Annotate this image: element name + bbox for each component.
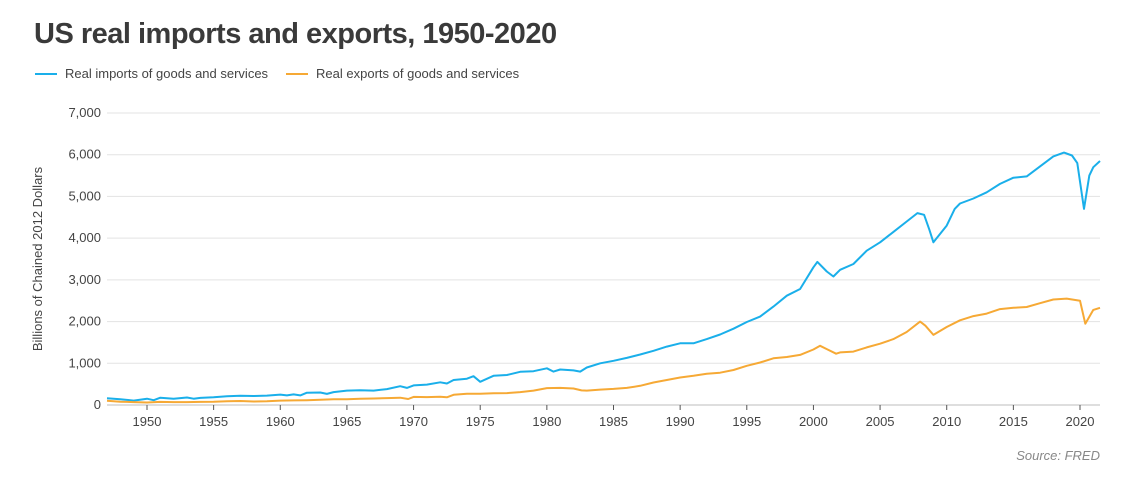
y-tick-label: 6,000 (68, 147, 101, 162)
x-tick-label: 1975 (466, 414, 495, 429)
x-tick-label: 1970 (399, 414, 428, 429)
x-tick-label: 1950 (133, 414, 162, 429)
x-tick-label: 2000 (799, 414, 828, 429)
y-tick-label: 5,000 (68, 188, 101, 203)
x-tick-label: 1985 (599, 414, 628, 429)
legend-label-exports: Real exports of goods and services (316, 66, 520, 81)
legend-item-imports: Real imports of goods and services (35, 66, 268, 81)
series-line-exports (106, 297, 1101, 404)
series-line-imports (106, 151, 1101, 402)
x-tick-label: 2015 (999, 414, 1028, 429)
legend-swatch-imports (35, 72, 57, 75)
x-tick-label: 2005 (866, 414, 895, 429)
x-tick-label: 2020 (1066, 414, 1095, 429)
y-tick-label: 3,000 (68, 272, 101, 287)
legend-item-exports: Real exports of goods and services (286, 66, 519, 81)
chart-title: US real imports and exports, 1950-2020 (34, 18, 557, 50)
y-tick-label: 4,000 (68, 230, 101, 245)
legend-label-imports: Real imports of goods and services (65, 66, 269, 81)
y-tick-label: 2,000 (68, 314, 101, 329)
legend-swatch-exports (286, 72, 309, 75)
x-tick-label: 1990 (666, 414, 695, 429)
y-tick-label: 0 (94, 397, 101, 412)
source-note: Source: FRED (1016, 448, 1100, 463)
y-tick-label: 7,000 (68, 105, 101, 120)
x-tick-label: 1955 (199, 414, 228, 429)
x-tick-label: 1960 (266, 414, 295, 429)
y-axis-label: Billions of Chained 2012 Dollars (30, 166, 45, 351)
x-tick-label: 1965 (332, 414, 361, 429)
y-tick-label: 1,000 (68, 355, 101, 370)
x-tick-label: 1980 (532, 414, 561, 429)
x-tick-label: 1995 (732, 414, 761, 429)
x-tick-label: 2010 (932, 414, 961, 429)
chart-legend: Real imports of goods and services Real … (35, 66, 537, 81)
